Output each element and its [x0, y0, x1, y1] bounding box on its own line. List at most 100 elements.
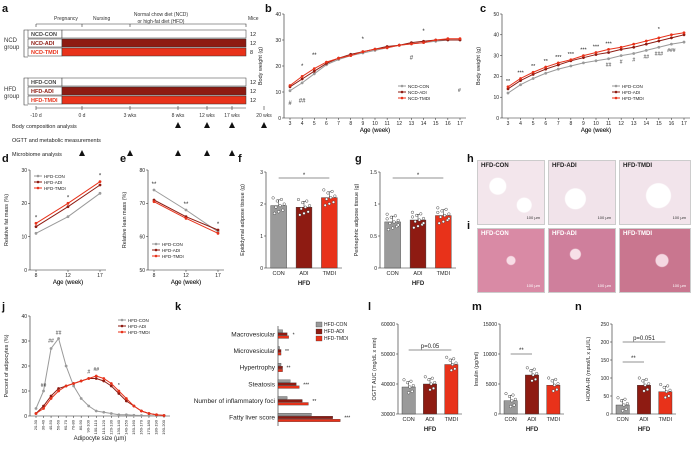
panel-letter-j: j: [1, 301, 5, 313]
data-point: [428, 388, 432, 392]
histology-label: HFD-CON: [481, 231, 509, 237]
y-tick-label: 20: [493, 74, 499, 80]
x-axis-label: HFD: [424, 427, 437, 433]
sig-mark: **: [506, 79, 511, 85]
data-point: [665, 390, 669, 394]
data-point: [312, 67, 316, 70]
x-axis-label: Age (week): [581, 128, 611, 134]
group-diet-bar: [61, 29, 247, 39]
data-point: [98, 183, 102, 187]
x-tick-label: 12: [65, 273, 71, 279]
data-point: [385, 46, 389, 50]
data-point: [388, 221, 392, 225]
x-tick-label: 6: [325, 121, 328, 127]
chart-f-epididymal: 0 1 2 3 Epididymal adipose tissue (g) HFD CON A…: [240, 170, 342, 287]
data-point: [329, 196, 333, 200]
timeline-label: 3 wks: [124, 113, 137, 119]
x-tick-label: 70-80: [71, 419, 76, 430]
x-tick-label: 8: [153, 273, 156, 279]
y-tick-label: 3: [260, 170, 263, 176]
data-point: [550, 379, 554, 383]
x-tick-label: CON: [403, 417, 415, 423]
x-axis-label: HFD: [298, 281, 311, 287]
bar-TMDI: [321, 197, 338, 269]
sig-mark: **: [312, 53, 317, 59]
data-point: [87, 404, 91, 408]
data-point: [273, 211, 277, 215]
ncd-group-label-2: group: [4, 45, 20, 51]
data-point: [556, 382, 560, 386]
category-label: Number of inflammatory foci: [194, 398, 275, 405]
hbar-HFD-ADI: [277, 416, 333, 419]
data-point: [427, 378, 431, 382]
measurement-marker-triangle: [175, 122, 181, 128]
data-point: [547, 376, 551, 380]
data-point: [406, 381, 410, 385]
x-tick-label: 11: [606, 121, 611, 127]
data-point: [436, 206, 440, 210]
y-tick-label: 20: [275, 64, 281, 70]
x-tick-label: 3: [289, 121, 292, 127]
hbar-HFD-TMDI: [277, 402, 309, 406]
panel-letter-c: c: [480, 3, 486, 15]
x-tick-label: CON: [505, 417, 517, 423]
data-point: [312, 69, 316, 73]
data-point: [274, 205, 278, 209]
data-point: [556, 61, 560, 65]
data-point: [441, 220, 445, 224]
x-tick-label: 17: [215, 273, 221, 279]
x-tick-label: CON: [617, 417, 629, 423]
data-point: [511, 393, 515, 397]
data-point: [621, 409, 625, 413]
y-tick-label: 2: [260, 202, 263, 208]
legend-marker: [400, 96, 404, 100]
data-point: [506, 85, 510, 89]
x-tick-label: 7: [557, 121, 560, 127]
data-point: [443, 214, 447, 218]
y-tick-label: 250: [601, 322, 610, 328]
category-label: Hypertrophy: [240, 365, 276, 372]
legend-marker: [154, 242, 158, 246]
x-tick-label: 10: [593, 121, 599, 127]
data-point: [102, 410, 106, 414]
sig-mark: *: [303, 173, 306, 179]
y-axis-label: Insulin (pg/ml): [474, 352, 480, 387]
histology-i-adi: HFD-ADI 100 µm: [548, 228, 616, 293]
sig-mark: #: [458, 88, 461, 94]
sig-mark: ***: [517, 70, 524, 76]
data-point: [385, 217, 389, 221]
hbar-HFD-ADI: [277, 382, 297, 386]
x-tick-label: 14: [421, 121, 427, 127]
data-point: [312, 72, 316, 76]
y-tick-label: 50000: [381, 352, 395, 358]
legend-marker: [120, 330, 124, 334]
y-tick-label: 0: [374, 266, 377, 272]
data-point: [447, 217, 451, 221]
hfd-group-label-2: group: [4, 94, 20, 100]
sig-mark: #: [87, 370, 90, 376]
x-tick-label: 6: [544, 121, 547, 127]
data-point: [402, 378, 406, 382]
sig-mark: **: [287, 366, 291, 372]
panel-letter-n: n: [575, 301, 582, 313]
sig-mark: ***: [593, 44, 600, 50]
data-point: [667, 394, 671, 398]
legend-label: HFD-ADI: [324, 329, 344, 335]
scale-bar: 100 µm: [597, 215, 611, 220]
data-point: [279, 197, 283, 201]
sig-mark: **: [312, 399, 316, 405]
sig-mark: ##: [606, 63, 612, 69]
sig-mark: *: [417, 173, 420, 179]
x-tick-label: 120-130: [108, 419, 113, 434]
data-point: [436, 210, 440, 214]
y-tick-label: 1: [260, 234, 263, 240]
chart-d-fat-mass: 0 10 20 30 Relative fat mass (%) 8 12 17 Age (we…: [4, 168, 106, 286]
data-point: [94, 409, 98, 413]
x-tick-label: 17: [681, 121, 687, 127]
data-point: [534, 377, 538, 381]
x-axis-label: HFD: [412, 281, 425, 287]
group-diet-bar: [61, 47, 247, 57]
data-point: [644, 49, 648, 52]
data-point: [416, 224, 420, 228]
y-tick-label: 0: [496, 116, 499, 122]
